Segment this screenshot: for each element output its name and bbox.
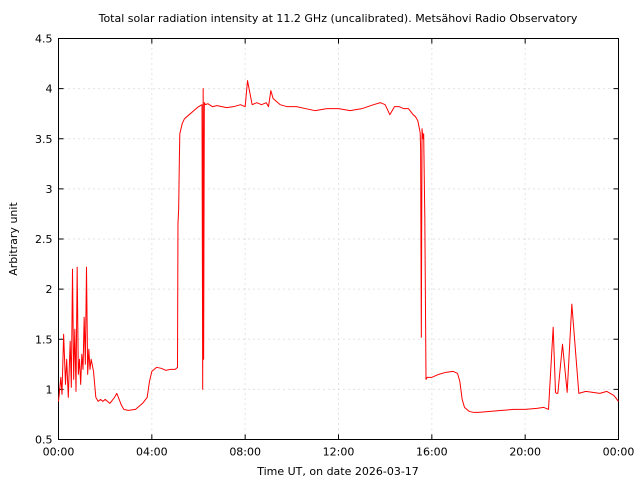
y-tick-label: 0.5 (35, 434, 53, 447)
series-line (58, 80, 619, 413)
y-axis-label: Arbitrary unit (7, 202, 20, 276)
y-tick-label: 2 (46, 283, 53, 296)
y-tick-label: 1.5 (35, 333, 53, 346)
y-tick-label: 1 (46, 383, 53, 396)
x-tick-label: 20:00 (509, 446, 541, 459)
x-axis-label: Time UT, on date 2026-03-17 (256, 465, 419, 478)
x-tick-label: 04:00 (136, 446, 168, 459)
y-tick-label: 3.5 (35, 133, 53, 146)
x-tick-label: 12:00 (323, 446, 355, 459)
y-tick-label: 3 (46, 183, 53, 196)
y-tick-label: 4.5 (35, 33, 53, 46)
x-tick-label: 00:00 (603, 446, 635, 459)
x-tick-label: 00:00 (43, 446, 75, 459)
x-tick-label: 08:00 (229, 446, 261, 459)
chart-title: Total solar radiation intensity at 11.2 … (98, 12, 578, 25)
x-tick-label: 16:00 (416, 446, 448, 459)
series-group (58, 80, 619, 413)
grid (58, 38, 619, 440)
y-tick-label: 2.5 (35, 233, 53, 246)
y-tick-label: 4 (46, 83, 53, 96)
axis-ticks: 00:00 04:00 08:00 12:00 16:00 20:00 00:000.511… (35, 33, 634, 459)
